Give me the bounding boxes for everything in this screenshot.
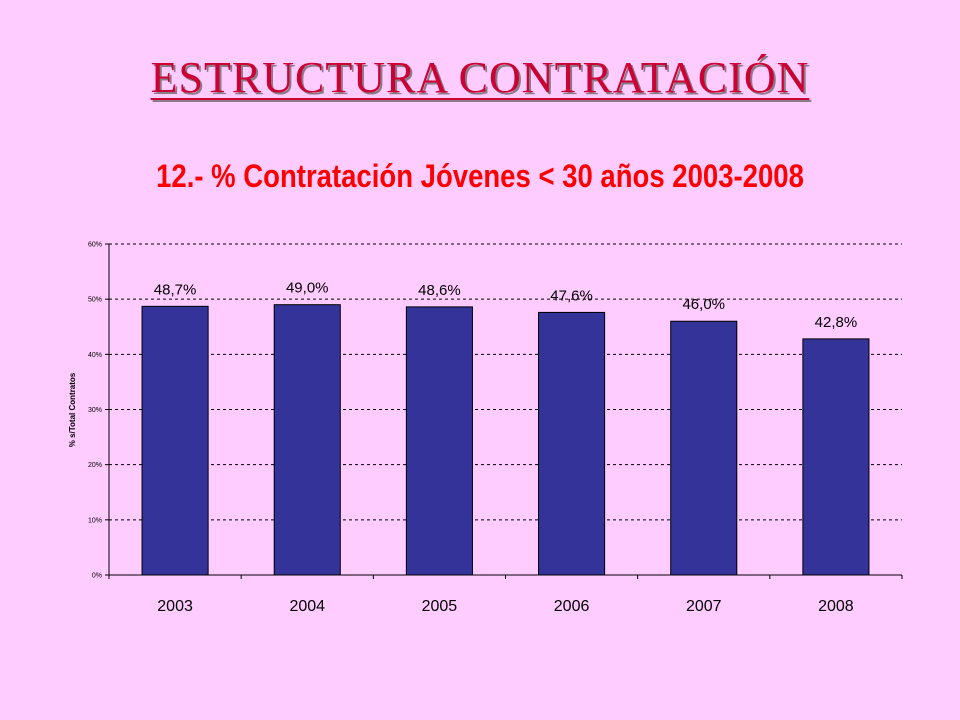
y-tick-label: 60% (88, 242, 102, 249)
x-tick-label: 2006 (554, 598, 590, 615)
y-tick-label: 10% (88, 517, 102, 524)
bar (670, 320, 738, 576)
axes: 0% 10% 20% 30% 40% 50% 60% 2003 2004 2005 2006 2007… (88, 242, 903, 615)
gridlines (109, 243, 902, 521)
bars (141, 304, 870, 576)
x-tick-label: 2004 (289, 598, 325, 615)
bar (538, 311, 606, 576)
bar (141, 305, 209, 576)
y-tick-label: 50% (88, 297, 102, 304)
data-labels: 48,7% 49,0% 48,6% 47,6% 46,0% 42,8% (154, 280, 857, 331)
x-tick-label: 2007 (686, 598, 722, 615)
data-label: 42,8% (815, 314, 858, 331)
bar (405, 306, 473, 576)
bar (273, 304, 341, 576)
x-tick-label: 2008 (818, 598, 854, 615)
x-tick-label: 2005 (422, 598, 458, 615)
data-label: 48,7% (154, 281, 197, 298)
y-axis-label: % s/Total Contratos (68, 372, 77, 447)
y-tick-label: 40% (88, 352, 102, 359)
data-label: 48,6% (418, 282, 461, 299)
y-tick-label: 20% (88, 462, 102, 469)
slide-title: ESTRUCTURA CONTRATACIÓN (150, 53, 810, 102)
x-tick-label: 2003 (157, 598, 193, 615)
data-label: 46,0% (682, 296, 725, 313)
data-label: 49,0% (286, 280, 329, 297)
y-tick-label: 0% (92, 573, 102, 580)
data-label: 47,6% (550, 287, 593, 304)
bar (802, 338, 870, 576)
y-tick-label: 30% (88, 407, 102, 414)
chart-title: 12.- % Contratación Jóvenes < 30 años 20… (156, 158, 804, 194)
